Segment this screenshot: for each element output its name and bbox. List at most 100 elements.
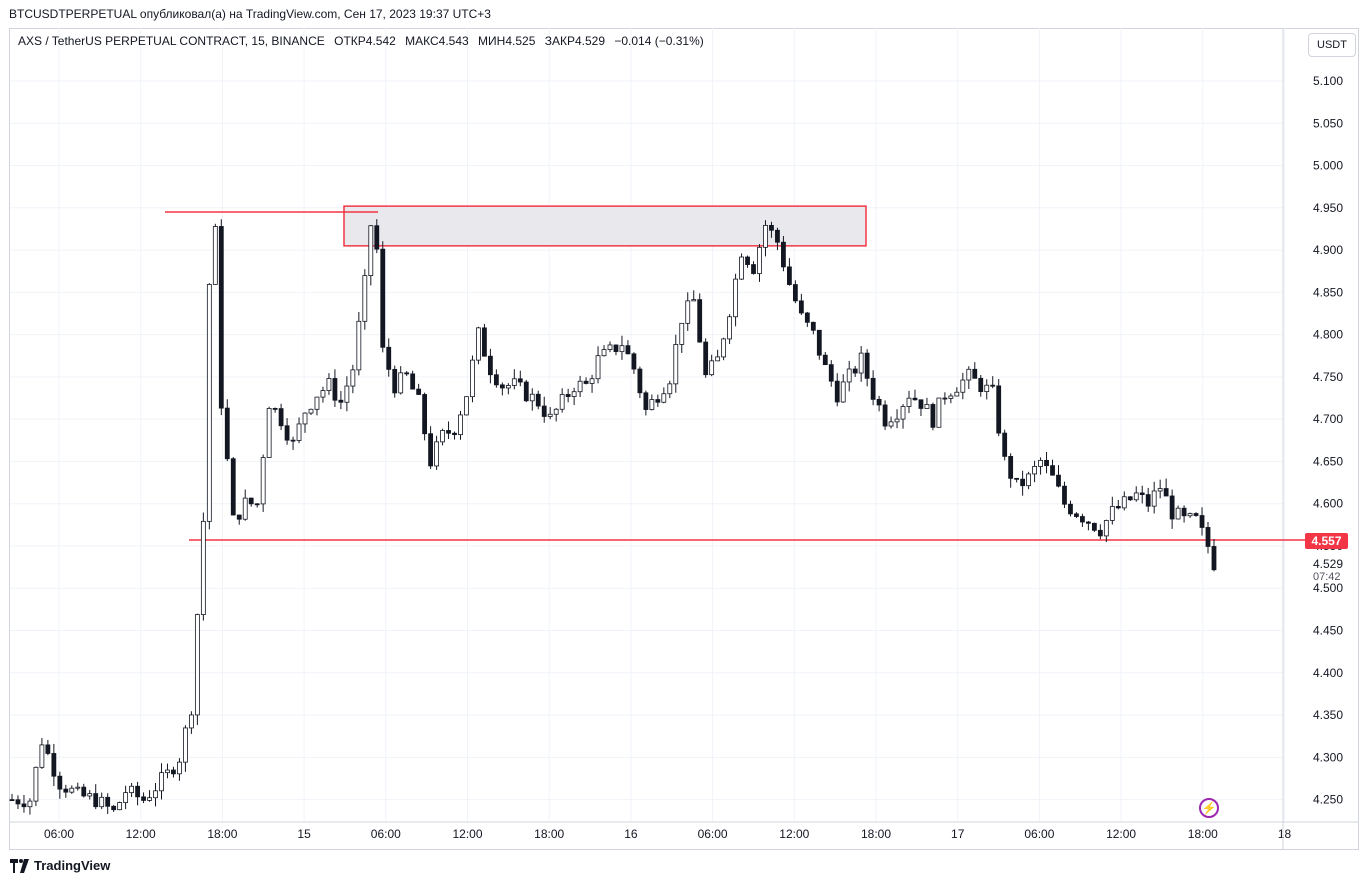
candle-body	[284, 425, 290, 441]
publish-line: BTCUSDTPERPETUAL опубликовал(а) на Tradi…	[9, 7, 491, 21]
candle-body	[1181, 507, 1187, 517]
candle-body	[523, 381, 529, 402]
candle-body	[1139, 492, 1145, 495]
x-axis-tick-label: 17	[951, 827, 965, 841]
candle-body	[398, 372, 404, 394]
y-axis-tick-label: 4.250	[1313, 793, 1343, 807]
candle-body	[978, 377, 984, 393]
candle-body	[505, 385, 511, 389]
candle-body	[727, 316, 732, 340]
candle-body	[1032, 466, 1037, 475]
candle-body	[697, 299, 703, 343]
candle-body	[751, 264, 756, 274]
candle-body	[984, 384, 990, 392]
candle-body	[153, 790, 158, 799]
candle-body	[667, 383, 673, 395]
candle-body	[482, 327, 487, 357]
candle-body	[930, 404, 936, 428]
bar-countdown-label: 07:42	[1313, 571, 1341, 583]
candle-body	[565, 394, 571, 397]
candle-body	[487, 355, 493, 376]
candle-body	[661, 393, 667, 403]
candle-body	[428, 433, 434, 467]
candle-body	[715, 356, 721, 362]
lightning-icon[interactable]: ⚡	[1199, 798, 1219, 818]
candle-body	[45, 744, 51, 754]
tradingview-logo-icon	[10, 858, 30, 873]
y-axis-tick-label: 4.350	[1313, 708, 1343, 722]
candle-body	[900, 406, 906, 420]
candle-body	[775, 229, 780, 243]
candle-body	[326, 378, 332, 391]
candle-body	[541, 405, 547, 417]
candle-body	[338, 399, 344, 403]
candle-body	[69, 787, 75, 793]
candle-body	[942, 397, 948, 400]
footer-brand[interactable]: TradingView	[10, 858, 110, 873]
candle-body	[589, 378, 595, 384]
candle-body	[954, 391, 960, 397]
candle-body	[745, 256, 750, 265]
candle-body	[135, 785, 140, 798]
candle-body	[685, 300, 691, 324]
candle-body	[344, 385, 350, 403]
candle-body	[906, 397, 912, 407]
candle-body	[1133, 492, 1139, 501]
candle-body	[1008, 456, 1014, 479]
candle-body	[242, 497, 248, 520]
candle-body	[1187, 513, 1193, 517]
candle-body	[769, 224, 774, 231]
candle-body	[206, 284, 212, 522]
candle-body	[691, 299, 697, 302]
candle-body	[1157, 488, 1163, 492]
candle-body	[703, 341, 709, 376]
candle-body	[1121, 496, 1127, 509]
candle-body	[129, 785, 135, 794]
candle-body	[1026, 473, 1031, 487]
candle-body	[296, 423, 302, 441]
candle-body	[655, 399, 661, 403]
legend-high: МАКС4.543	[405, 34, 469, 48]
candle-body	[1086, 521, 1091, 524]
candle-body	[159, 772, 164, 792]
candle-body	[1038, 459, 1043, 467]
candle-body	[739, 256, 744, 280]
candle-body	[1205, 527, 1211, 547]
candle-body	[499, 384, 505, 389]
y-axis-tick-label: 5.100	[1313, 74, 1343, 88]
candle-body	[81, 786, 87, 797]
x-axis-tick-label: 06:00	[44, 827, 74, 841]
candle-body	[87, 793, 93, 797]
candle-body	[39, 744, 45, 768]
candle-body	[637, 368, 643, 394]
y-axis-tick-label: 5.050	[1313, 116, 1343, 130]
currency-unit-button[interactable]: USDT	[1308, 33, 1356, 57]
candle-body	[1074, 513, 1079, 517]
y-axis-tick-label: 5.000	[1313, 159, 1343, 173]
candle-body	[757, 246, 762, 274]
candle-body	[272, 407, 278, 410]
candle-body	[27, 800, 33, 808]
candle-body	[882, 404, 888, 427]
candle-body	[804, 312, 810, 323]
chart-frame[interactable]	[9, 28, 1359, 850]
candle-body	[810, 321, 816, 331]
candle-body	[392, 368, 398, 394]
candle-body	[1062, 485, 1067, 505]
x-axis-tick-label: 12:00	[126, 827, 156, 841]
candle-body	[350, 369, 356, 387]
candle-body	[147, 797, 152, 801]
candle-body	[314, 396, 320, 410]
candle-body	[123, 792, 129, 803]
candle-body	[434, 441, 439, 467]
candle-body	[416, 388, 422, 395]
candle-body	[1199, 515, 1205, 528]
y-axis-tick-label: 4.300	[1313, 750, 1343, 764]
candle-body	[1056, 474, 1061, 487]
candle-body	[200, 520, 206, 615]
candle-body	[535, 393, 541, 407]
candle-body	[1169, 495, 1175, 520]
candle-body	[15, 799, 21, 805]
candle-body	[631, 353, 637, 370]
